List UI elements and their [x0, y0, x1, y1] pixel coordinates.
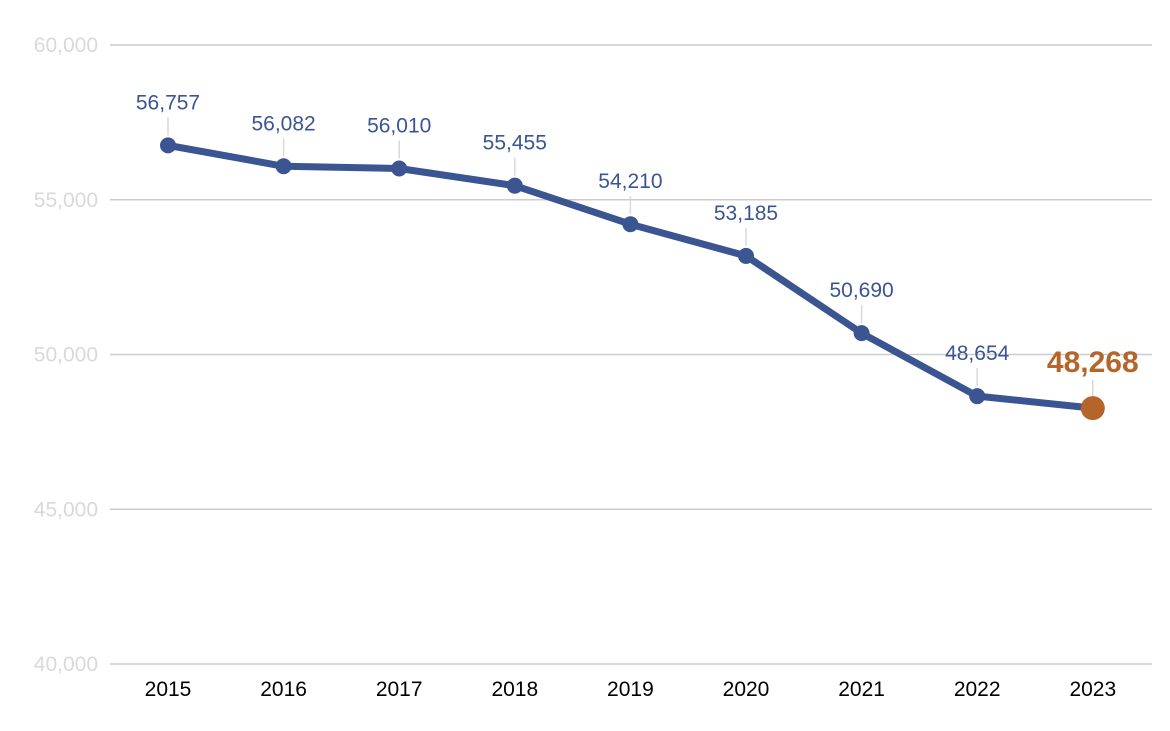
- x-tick-label: 2018: [491, 678, 538, 701]
- y-axis-tick-labels: 40,000 45,000 50,000 55,000 60,000: [34, 34, 98, 676]
- data-label: 55,455: [483, 132, 547, 155]
- data-points: [160, 137, 1105, 421]
- x-tick-label: 2019: [607, 678, 654, 701]
- data-label-leaders: [167, 117, 1094, 399]
- data-point: [622, 216, 639, 233]
- x-tick-label: 2021: [838, 678, 885, 701]
- data-label: 56,757: [136, 91, 200, 114]
- data-point: [969, 388, 986, 405]
- y-tick-label: 55,000: [34, 189, 98, 212]
- y-tick-label: 60,000: [34, 34, 98, 57]
- x-axis-tick-labels: 2015 2016 2017 2018 2019 2020 2021 2022 2023: [145, 678, 1117, 701]
- data-point: [391, 160, 408, 177]
- data-point: [275, 158, 292, 175]
- highlight-data-point: [1080, 396, 1105, 421]
- data-point: [738, 247, 754, 264]
- data-label: 53,185: [714, 202, 778, 225]
- data-point: [506, 177, 523, 194]
- x-tick-label: 2020: [723, 678, 770, 701]
- x-tick-label: 2016: [260, 678, 307, 701]
- y-tick-label: 40,000: [34, 653, 98, 676]
- data-point: [853, 325, 870, 342]
- x-tick-label: 2015: [145, 678, 192, 701]
- data-point: [160, 137, 176, 154]
- data-label: 56,010: [367, 114, 431, 137]
- x-tick-label: 2022: [954, 678, 1001, 701]
- y-tick-label: 50,000: [34, 344, 98, 367]
- data-label: 50,690: [829, 279, 893, 302]
- y-tick-label: 45,000: [34, 498, 98, 521]
- data-label: 56,082: [251, 112, 315, 135]
- x-tick-label: 2023: [1069, 678, 1116, 701]
- highlight-data-label: 48,268: [1047, 346, 1139, 379]
- data-label: 48,654: [945, 342, 1010, 365]
- data-label: 54,210: [598, 170, 662, 193]
- x-tick-label: 2017: [376, 678, 423, 701]
- gridlines: [110, 44, 1152, 665]
- data-labels: 56,757 56,082 56,010 55,455 54,210 53,185 50,6…: [136, 91, 1139, 379]
